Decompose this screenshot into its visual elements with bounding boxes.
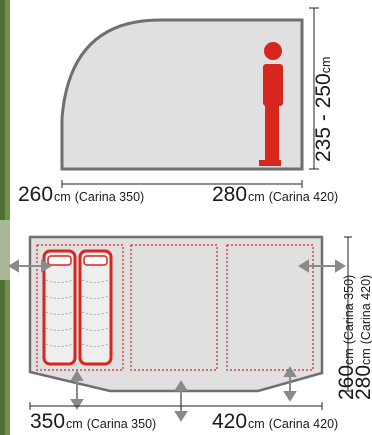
compartments xyxy=(36,244,314,371)
width-dimension-line xyxy=(29,402,323,410)
compartment-1 xyxy=(36,244,124,371)
length-dimension-line xyxy=(61,180,303,188)
compartment-2 xyxy=(130,244,218,371)
sleeping-bag-left xyxy=(42,249,77,366)
floor-plan: 260cm(Carina 350) 280cm(Carina 420) 350c… xyxy=(8,235,372,433)
depth-label-carina-350: 260cm(Carina 350) xyxy=(335,275,358,400)
compartment-3 xyxy=(226,244,314,371)
person-icon xyxy=(259,42,283,166)
tent-side-profile xyxy=(60,18,304,171)
sleeping-bag-right xyxy=(78,249,113,366)
side-view: 235 - 250cm 260cm (Carina 350) 280cm (Cari… xyxy=(18,7,338,206)
background-grass xyxy=(0,0,10,435)
depth-dimension-line xyxy=(344,236,352,392)
depth-arrows xyxy=(8,259,346,422)
length-label-carina-420: 280cm (Carina 420) xyxy=(212,183,338,206)
width-label-carina-350: 350cm (Carina 350) xyxy=(30,410,156,433)
height-dimension-line xyxy=(309,7,319,170)
height-label: 235 - 250cm xyxy=(312,57,335,162)
width-label-carina-420: 420cm (Carina 420) xyxy=(212,410,338,433)
depth-label-carina-420: 280cm(Carina 420) xyxy=(352,275,372,400)
length-label-carina-350: 260cm (Carina 350) xyxy=(18,183,144,206)
